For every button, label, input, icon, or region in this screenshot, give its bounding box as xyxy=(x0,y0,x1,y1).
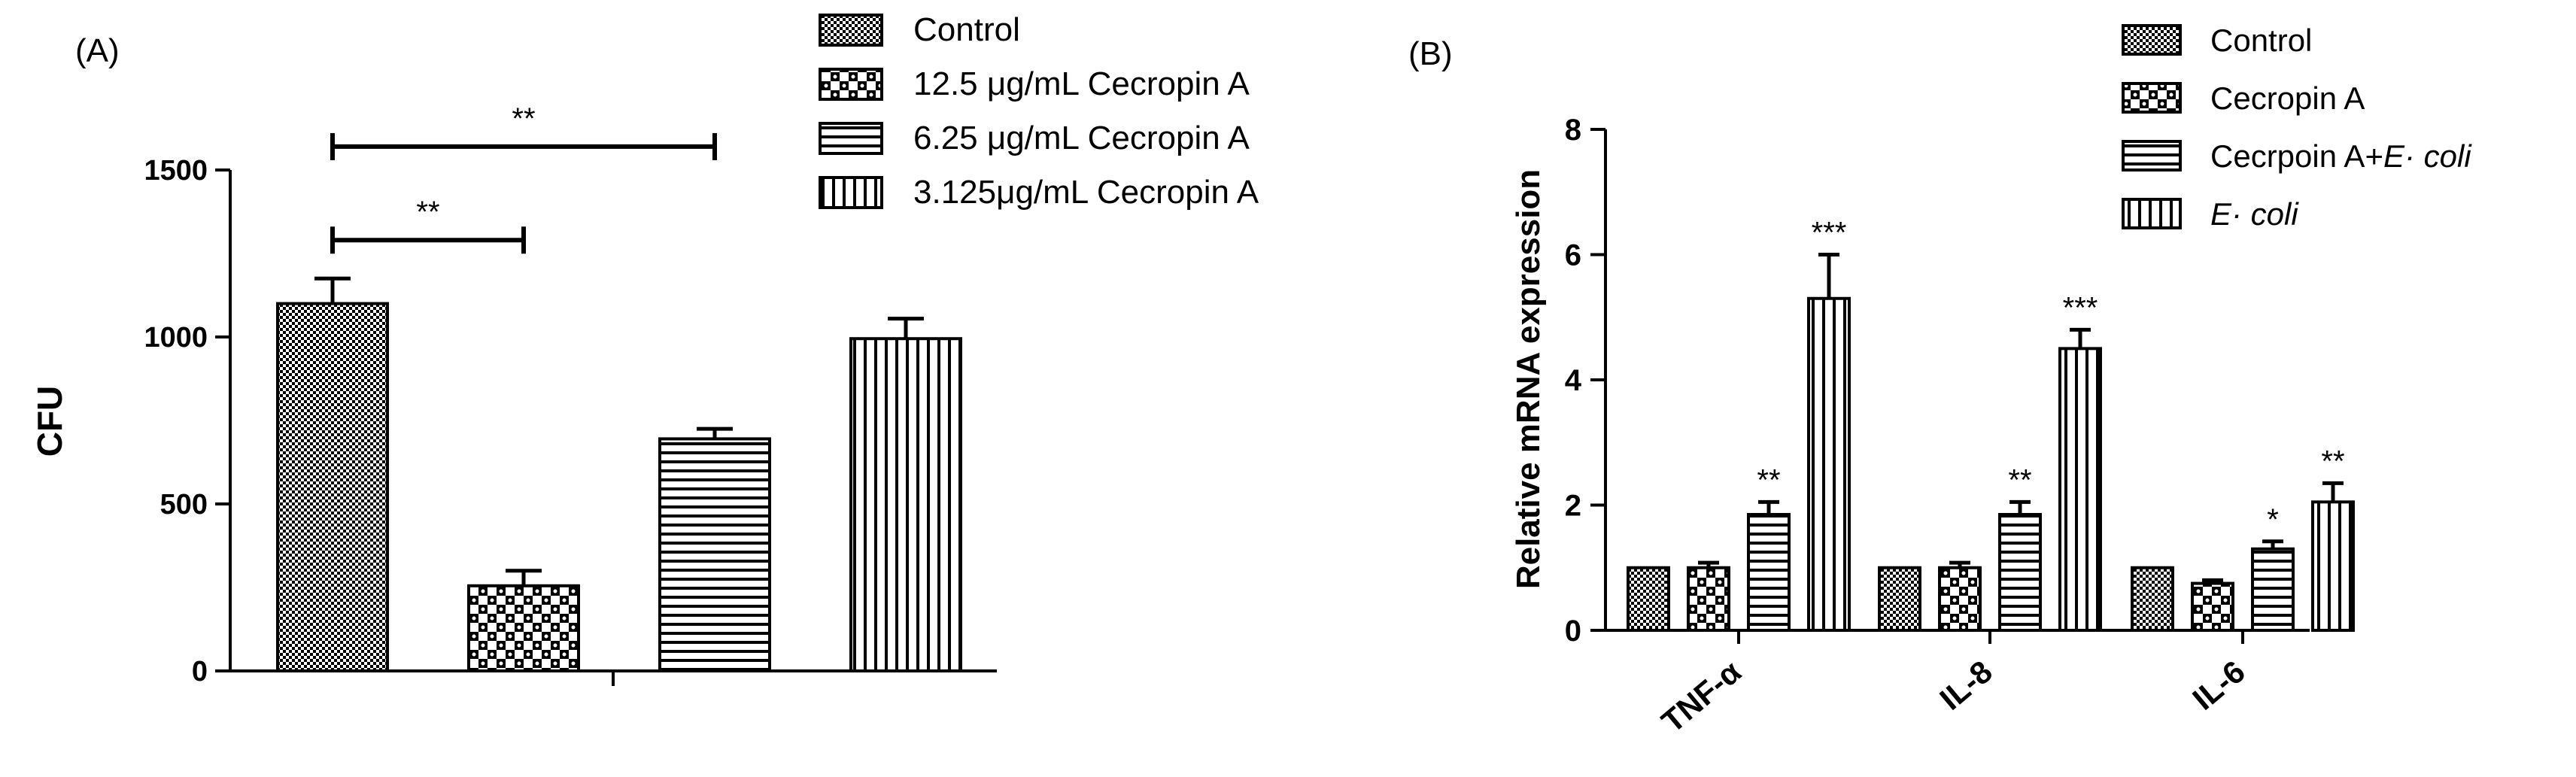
panel-b-y-axis-title: Relative mRNA expression xyxy=(1510,169,1547,589)
panel-b-y-tick-label: 6 xyxy=(1565,239,1581,272)
panel-a-y-tick-label: 1000 xyxy=(144,322,208,354)
panel-a-legend-swatch xyxy=(819,14,883,47)
panel-b-axes xyxy=(1604,129,2310,632)
panel-a-legend-label: 6.25 μg/mL Cecropin A xyxy=(913,120,1250,156)
panel-b-bar xyxy=(2058,347,2102,632)
panel-b-legend-label: Cecrpoin A+E· coli xyxy=(2210,138,2472,174)
panel-b-bar xyxy=(2191,581,2234,632)
panel-b-y-tick-label: 8 xyxy=(1565,114,1581,147)
panel-a-y-tick-label: 0 xyxy=(192,656,208,687)
panel-a-y-tick-label: 1500 xyxy=(144,155,208,187)
panel-b-bars: ************* xyxy=(1627,217,2355,633)
panel-a: (A) CFU 0 500 1000 1500 ** ** Control 12.5 μg… xyxy=(30,11,1259,687)
panel-a-bar xyxy=(467,584,580,673)
panel-a-y-axis-title: CFU xyxy=(30,386,69,457)
panel-a-bar xyxy=(658,437,771,672)
panel-b-bar xyxy=(1878,566,1921,632)
panel-b-significance-label: *** xyxy=(2063,291,2098,324)
panel-b-significance-label: ** xyxy=(2008,463,2031,496)
panel-b-legend-label: E· coli xyxy=(2210,196,2299,232)
panel-b-legend-swatch xyxy=(2122,82,2182,114)
panel-a-bar xyxy=(849,337,962,672)
panel-a-label: (A) xyxy=(75,32,120,69)
panel-a-legend-swatch xyxy=(819,122,883,155)
panel-b-significance-label: * xyxy=(2267,503,2279,536)
panel-b-x-tick-label: IL-8 xyxy=(1933,654,1998,717)
panel-a-significance: ** ** xyxy=(330,102,717,254)
panel-b-bar xyxy=(1627,566,1670,632)
panel-b-significance-label: *** xyxy=(1812,217,1847,250)
panel-b-legend-swatch xyxy=(2122,140,2182,171)
panel-b-bar xyxy=(1687,566,1730,632)
panel-a-bars xyxy=(276,276,962,673)
panel-b-x-ticks: TNF-α IL-8 IL-6 xyxy=(1655,630,2252,739)
panel-b-bar xyxy=(1807,296,1851,632)
panel-b-x-tick-label: TNF-α xyxy=(1655,654,1748,739)
panel-b-bar xyxy=(1747,512,1791,632)
panel-a-y-ticks: 0 500 1000 1500 xyxy=(144,155,230,687)
panel-b-bar xyxy=(2251,547,2295,633)
panel-b-bar xyxy=(2131,566,2174,632)
panel-b-bar xyxy=(1998,512,2042,632)
panel-b-y-tick-label: 4 xyxy=(1565,364,1582,397)
panel-b-bar xyxy=(2311,500,2355,633)
panel-a-significance-label: ** xyxy=(416,196,439,229)
panel-b-bar xyxy=(1938,566,1982,632)
panel-b-legend-swatch xyxy=(2122,24,2182,56)
panel-a-legend-label: 12.5 μg/mL Cecropin A xyxy=(913,65,1250,102)
panel-b-y-tick-label: 2 xyxy=(1565,490,1581,523)
panel-a-legend: Control 12.5 μg/mL Cecropin A 6.25 μg/mL C… xyxy=(819,11,1259,211)
panel-b-y-ticks: 0 2 4 6 8 xyxy=(1565,114,1605,648)
panel-b-legend-label: Control xyxy=(2210,23,2312,58)
panel-b-significance-label: ** xyxy=(2321,445,2344,478)
panel-a-legend-swatch xyxy=(819,68,883,101)
panel-a-y-tick-label: 500 xyxy=(160,489,208,521)
panel-b-legend-label: Cecropin A xyxy=(2210,80,2365,116)
panel-a-legend-label: 3.125μg/mL Cecropin A xyxy=(913,174,1259,211)
panel-a-legend-swatch xyxy=(819,176,883,209)
panel-b-label: (B) xyxy=(1408,35,1453,72)
panel-a-significance-label: ** xyxy=(512,102,535,135)
panel-b-x-tick-label: IL-6 xyxy=(2186,654,2251,717)
panel-a-legend-label: Control xyxy=(913,11,1020,48)
panel-b-y-tick-label: 0 xyxy=(1565,615,1581,648)
panel-b-legend-swatch xyxy=(2122,198,2182,229)
panel-b-significance-label: ** xyxy=(1757,463,1780,496)
panel-a-bar xyxy=(276,302,389,672)
panel-b-legend: Control Cecropin A Cecrpoin A+E· coli E· co… xyxy=(2122,23,2472,232)
